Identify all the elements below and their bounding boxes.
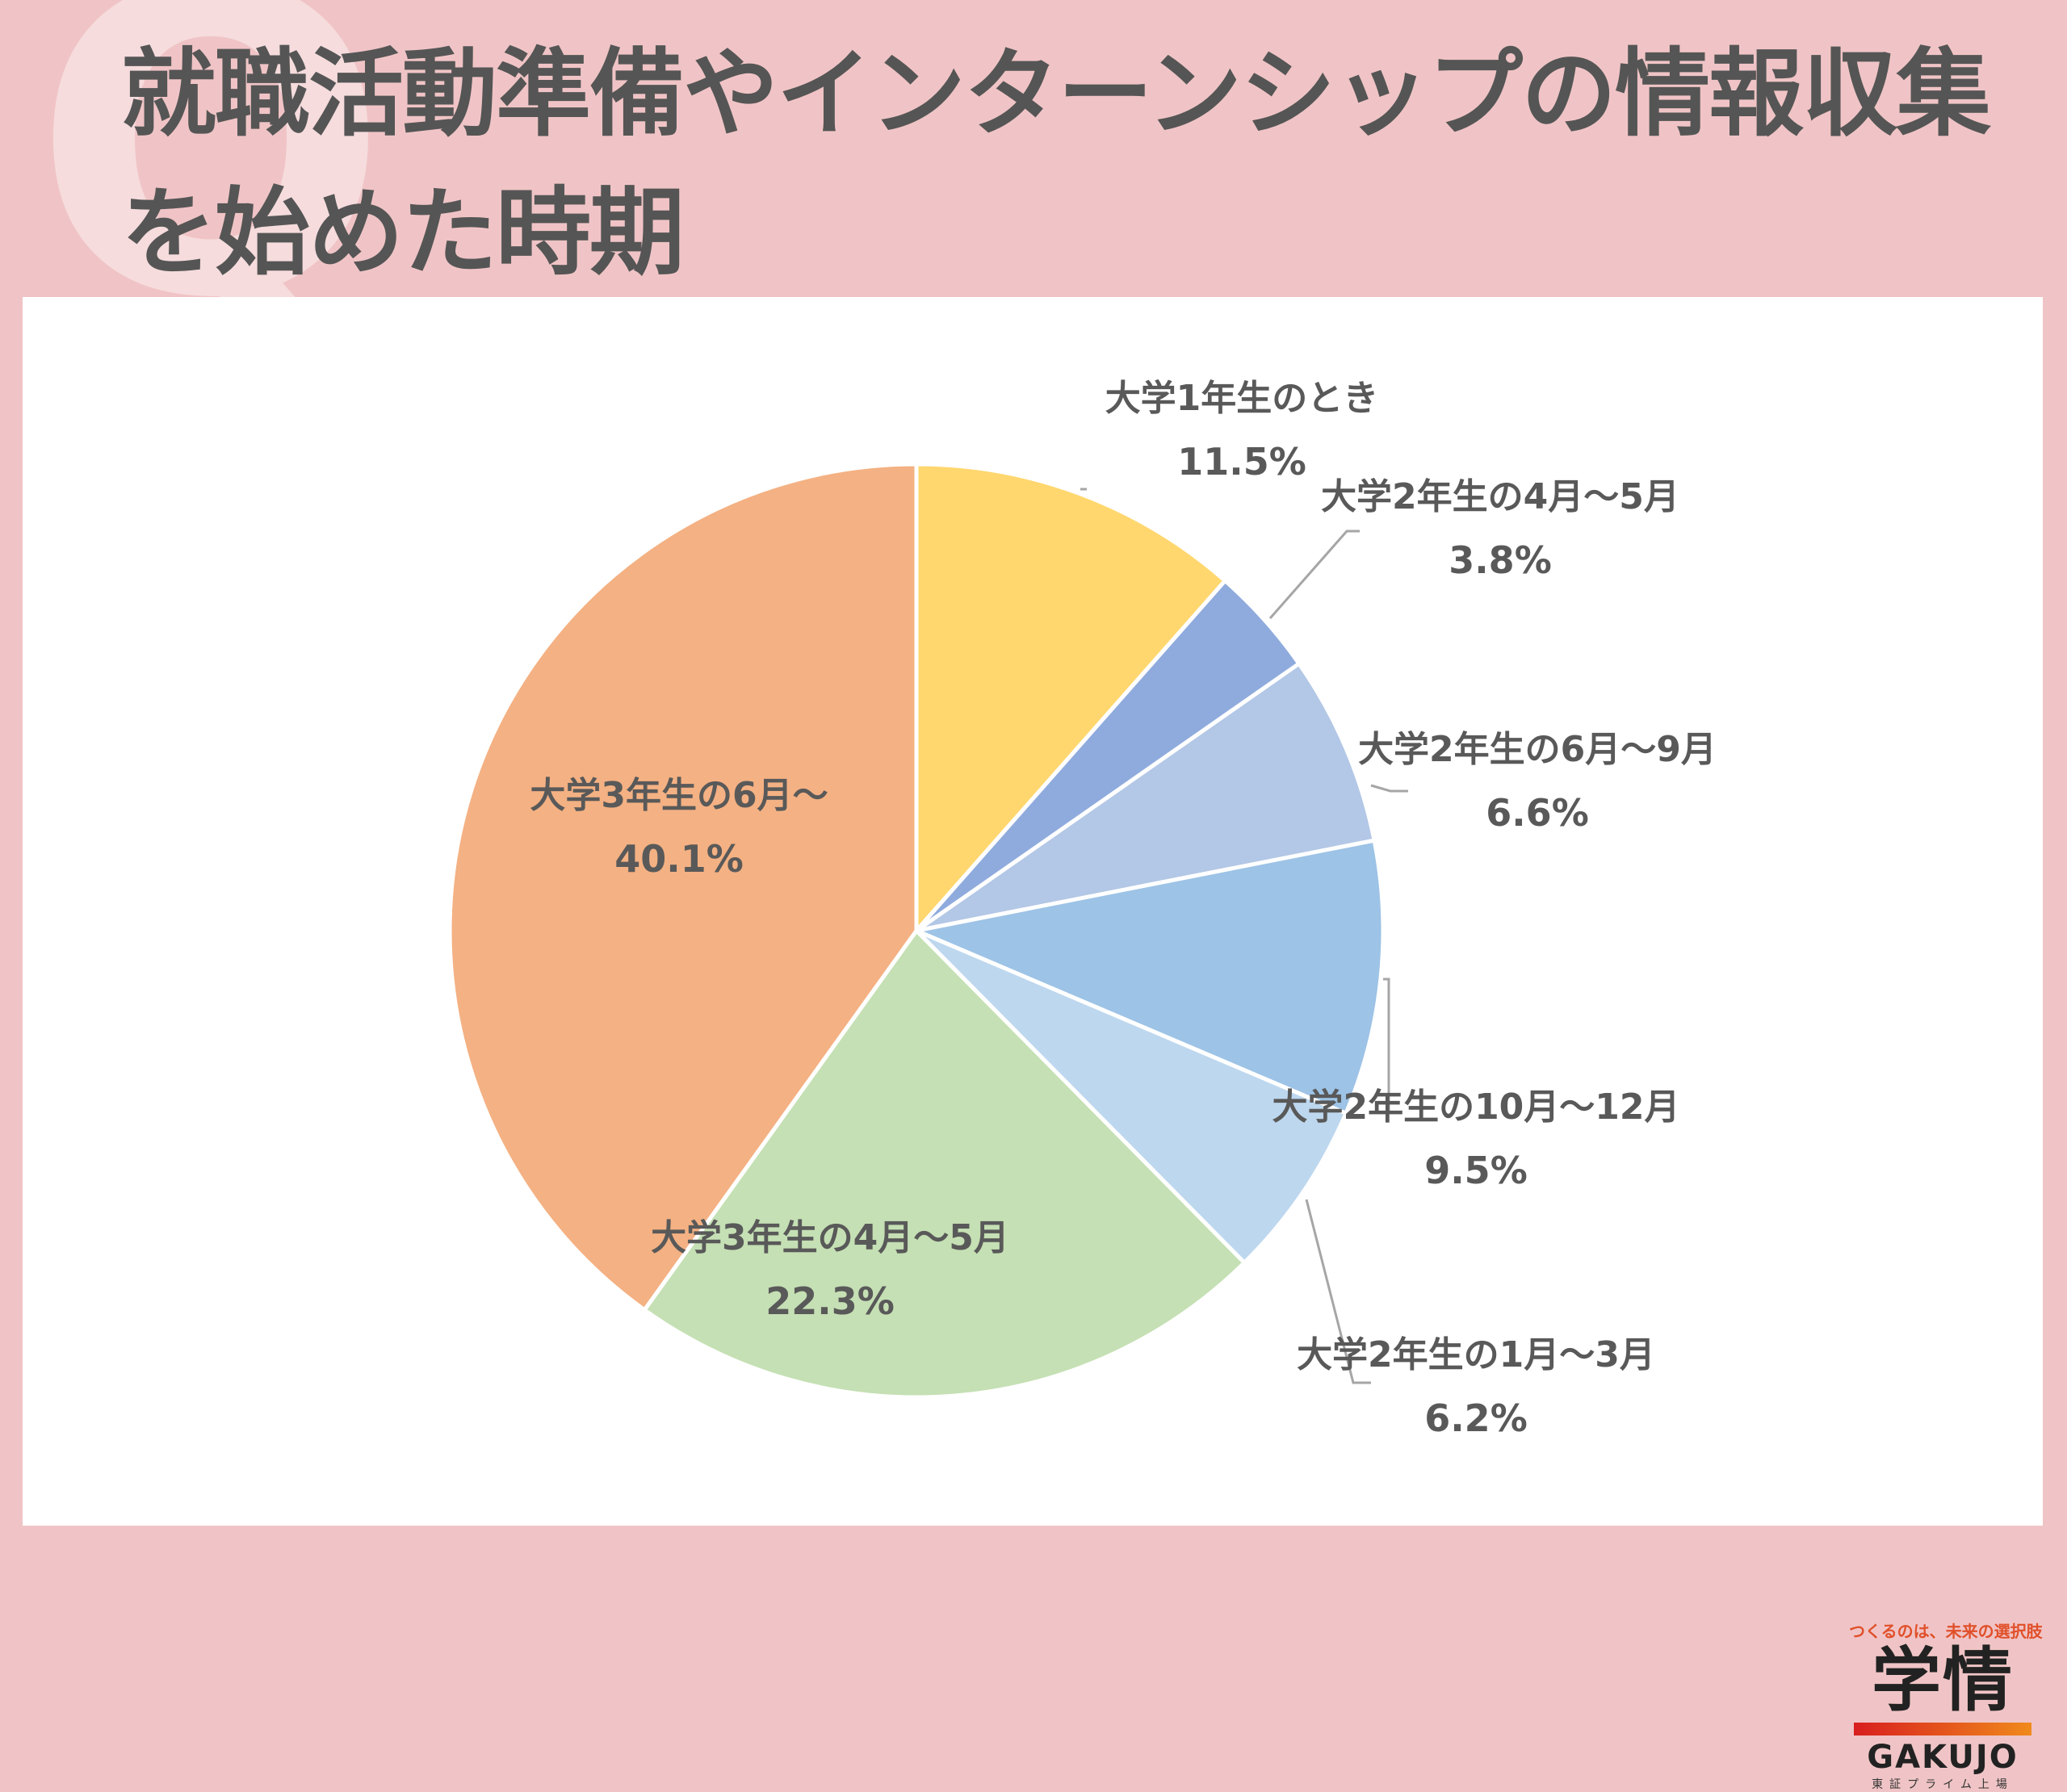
logo-gradient-bar xyxy=(1854,1723,2031,1735)
slice-value-4: 6.2% xyxy=(1424,1396,1528,1440)
pie-slice-5 xyxy=(641,927,1247,1400)
slice-value-6: 40.1% xyxy=(614,837,744,881)
slice-label-3: 大学2年生の10月～12月 xyxy=(1272,1087,1679,1128)
slice-label-0: 大学1年生のとき xyxy=(1105,378,1379,419)
pie-slice-3 xyxy=(909,838,1386,1116)
logo-tagline: つくるのは、未来の選択肢 xyxy=(1849,1622,2043,1641)
slice-value-5: 22.3% xyxy=(765,1279,895,1323)
slice-value-2: 6.6% xyxy=(1486,791,1589,835)
pie-slice-6 xyxy=(447,462,919,1313)
leader-line-1 xyxy=(1268,530,1360,619)
gakujo-logo: つくるのは、未来の選択肢 学情 GAKUJO 東証プライム上場 xyxy=(1849,1618,2043,1792)
pie-chart: 大学1年生のとき 11.5% 大学2年生の4月～5月 3.8% 大学2年生の6月～9月 6… xyxy=(447,378,1717,1440)
pie-slice-4 xyxy=(915,928,1349,1266)
logo-mark: 学情 xyxy=(1872,1640,2014,1721)
slice-label-6: 大学3年生の6月～ xyxy=(530,775,828,816)
slice-label-4: 大学2年生の1月～3月 xyxy=(1297,1334,1655,1375)
leader-line-3 xyxy=(1383,978,1390,1111)
chart-panel: 大学1年生のとき 11.5% 大学2年生の4月～5月 3.8% 大学2年生の6月～9月 6… xyxy=(23,297,2043,1791)
logo-subtitle: 東証プライム上場 xyxy=(1872,1778,2014,1791)
background-q-mark: Q xyxy=(32,0,390,390)
page-title-line-1: 就職活動準備やインターンシップの情報収集 xyxy=(121,38,1991,149)
logo-name: GAKUJO xyxy=(1867,1739,2019,1776)
slice-value-1: 3.8% xyxy=(1449,538,1552,582)
pie-slice-2 xyxy=(915,660,1377,933)
leader-line-4 xyxy=(1305,1199,1371,1384)
leader-line-2 xyxy=(1370,784,1408,793)
slice-label-2: 大学2年生の6月～9月 xyxy=(1358,729,1717,770)
page-title-line-2: を始めた時期 xyxy=(121,177,685,288)
pie-slice-0 xyxy=(914,462,1228,936)
page-title: 就職活動準備やインターンシップの情報収集 を始めた時期 xyxy=(121,24,2059,302)
slice-label-1: 大学2年生の4月～5月 xyxy=(1321,476,1679,517)
slice-value-3: 9.5% xyxy=(1424,1149,1528,1192)
slice-value-0: 11.5% xyxy=(1177,440,1306,484)
slice-label-5: 大学3年生の4月～5月 xyxy=(651,1217,1009,1258)
